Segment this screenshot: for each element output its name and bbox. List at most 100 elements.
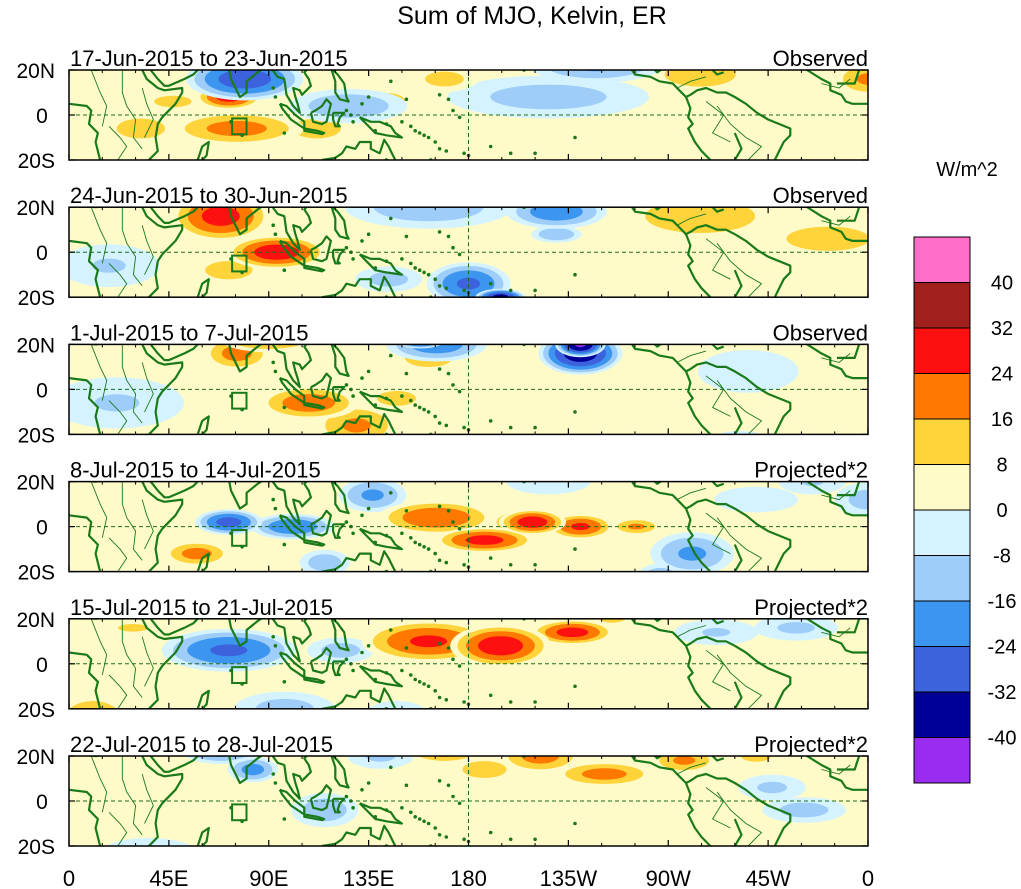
island-marker — [366, 95, 371, 99]
island-marker — [513, 478, 517, 482]
coastline — [228, 756, 264, 785]
contour-patch — [415, 37, 426, 41]
coastlines — [69, 618, 868, 709]
island-marker — [488, 419, 493, 423]
coastline — [196, 415, 210, 435]
panel-type-label: Projected*2 — [754, 595, 868, 620]
lon-tick-label: 0 — [63, 866, 75, 889]
coastline — [82, 344, 184, 435]
island-marker — [271, 86, 276, 90]
island-marker — [573, 272, 577, 277]
island-marker — [366, 781, 371, 785]
country-border — [821, 490, 851, 501]
coastline — [228, 618, 263, 647]
coastline — [309, 784, 332, 812]
island-marker — [457, 389, 462, 394]
colorbar-swatch — [913, 464, 971, 511]
coastline — [278, 788, 306, 816]
coastline — [358, 802, 403, 825]
panel-date-range: 24-Jun-2015 to 30-Jun-2015 — [70, 183, 348, 208]
island-marker — [422, 133, 426, 138]
island-marker — [451, 794, 455, 799]
island-marker — [373, 815, 378, 819]
island-marker — [508, 151, 513, 156]
contour-patch — [462, 761, 507, 778]
contour-patch — [517, 516, 548, 528]
contour-patch — [377, 391, 416, 406]
country-border — [705, 512, 731, 555]
country-border — [705, 238, 731, 280]
island-marker — [360, 239, 364, 243]
colorbar-tick-label: -8 — [993, 546, 1011, 568]
coastline — [733, 681, 743, 709]
lat-tick-label: 20S — [18, 836, 55, 859]
coastline — [321, 687, 397, 709]
coastline — [69, 651, 102, 709]
island-marker — [413, 540, 418, 545]
island-marker — [508, 563, 513, 567]
coastline — [271, 756, 312, 800]
coastline — [149, 756, 200, 773]
contour-patch — [786, 226, 868, 251]
coastline — [82, 618, 184, 709]
lon-tick-label: 45E — [149, 866, 188, 889]
coastline — [330, 344, 350, 377]
country-border — [141, 636, 154, 687]
country-border — [141, 225, 154, 275]
country-border — [121, 481, 143, 561]
coastline — [653, 344, 663, 348]
island-marker — [409, 261, 413, 266]
island-marker — [437, 367, 442, 371]
country-border — [121, 207, 143, 287]
island-marker — [446, 646, 451, 650]
coastline — [321, 550, 397, 572]
island-marker — [508, 288, 513, 293]
contour-patch — [674, 185, 694, 193]
contour-patch — [631, 324, 642, 330]
coastline — [69, 788, 102, 846]
lat-tick-label: 0 — [36, 105, 48, 128]
country-border — [676, 350, 707, 363]
country-border — [108, 811, 128, 846]
contour-patch — [634, 300, 718, 326]
island-marker — [422, 270, 426, 275]
panel-type-label: Observed — [773, 183, 868, 208]
island-marker — [451, 108, 455, 113]
coastline — [805, 344, 868, 380]
country-border — [716, 517, 763, 572]
coastlines — [69, 344, 868, 435]
island-marker — [433, 277, 438, 282]
country-border — [705, 649, 731, 692]
island-marker — [271, 223, 276, 227]
coastline — [149, 481, 200, 499]
contour-patch — [408, 34, 433, 42]
island-marker — [413, 266, 418, 270]
colorbar-swatch — [913, 691, 971, 738]
contour-patch — [206, 29, 251, 47]
island-marker — [273, 369, 278, 374]
island-marker — [444, 560, 449, 565]
contour-patch — [549, 70, 644, 79]
island-marker — [273, 506, 278, 511]
coastline — [82, 481, 184, 572]
contour-patch — [218, 70, 272, 89]
contour-patch — [729, 465, 752, 476]
country-border — [716, 105, 763, 160]
country-border — [676, 76, 707, 89]
coastline — [836, 344, 861, 359]
island-marker — [451, 383, 455, 387]
island-marker — [404, 509, 409, 513]
island-marker — [437, 779, 442, 783]
island-marker — [433, 414, 438, 419]
colorbar-tick-label: 8 — [996, 455, 1007, 477]
contour-patch — [664, 70, 736, 87]
island-marker — [533, 563, 537, 567]
coastline — [630, 207, 792, 298]
island-marker — [533, 837, 537, 842]
contour-patch — [398, 31, 443, 46]
island-marker — [344, 383, 349, 387]
island-marker — [384, 122, 389, 126]
contour-patch — [531, 596, 567, 614]
contour-patch — [395, 30, 445, 47]
